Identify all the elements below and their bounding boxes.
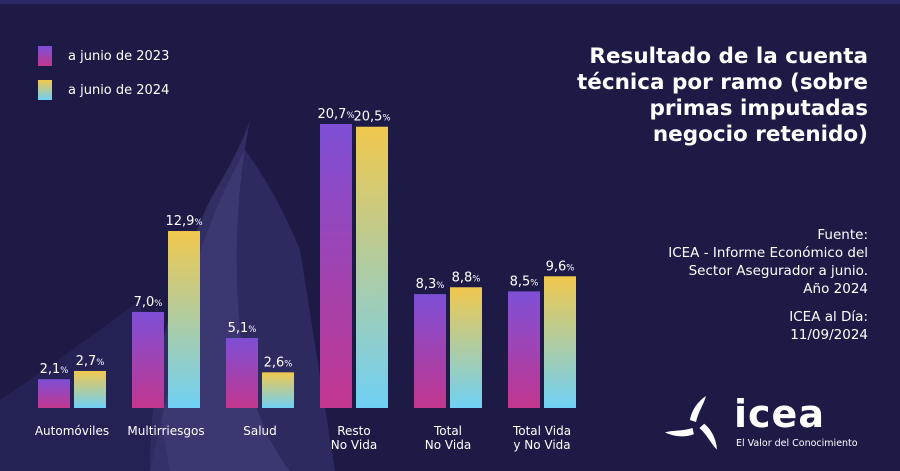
category-label: Automóviles: [35, 424, 109, 438]
bar-2024: [168, 231, 200, 408]
legend-item-2023: a junio de 2023: [38, 46, 169, 66]
category-label: Multirriesgos: [127, 424, 204, 438]
data-label: 20,5%: [353, 110, 390, 125]
bar-2023: [38, 379, 70, 408]
data-label: 20,7%: [317, 107, 354, 122]
legend-swatch-2023: [38, 46, 52, 66]
data-label: 2,7%: [76, 354, 105, 369]
bar-2023: [132, 311, 164, 408]
data-label: 8,5%: [510, 274, 539, 289]
legend-label-2023: a junio de 2023: [68, 48, 170, 64]
icea-day-date: 11/09/2024: [790, 327, 868, 343]
data-label: 5,1%: [228, 321, 257, 336]
bar-2024: [356, 126, 388, 408]
bar-2024: [74, 370, 106, 408]
icea-logo: icea El Valor del Conocimiento: [664, 392, 874, 458]
legend-label-2024: a junio de 2024: [68, 82, 170, 98]
data-label: 9,6%: [546, 259, 575, 274]
logo-wordmark: icea: [734, 392, 825, 436]
chart-title: Resultado de la cuenta técnica por ramo …: [576, 44, 868, 147]
legend-item-2024: a junio de 2024: [38, 80, 169, 100]
bar-2024: [450, 287, 482, 408]
source-line: ICEA - Informe Económico del: [668, 245, 868, 261]
source-block: Fuente: ICEA - Informe Económico del Sec…: [548, 226, 868, 344]
bar-2023: [226, 338, 258, 408]
category-label: Salud: [243, 424, 277, 438]
category-label: Total Vida y No Vida: [512, 424, 571, 452]
data-label: 2,6%: [264, 355, 293, 370]
data-label: 8,3%: [416, 277, 445, 292]
data-label: 12,9%: [165, 214, 202, 229]
legend-swatch-2024: [38, 80, 52, 100]
source-label: Fuente:: [817, 227, 868, 243]
category-label: Resto No Vida: [331, 424, 377, 452]
data-label: 7,0%: [134, 295, 163, 310]
icea-day-label: ICEA al Día:: [789, 309, 868, 325]
data-label: 8,8%: [452, 270, 481, 285]
bar-2024: [544, 276, 576, 408]
top-strip: [0, 0, 900, 4]
icea-day-block: ICEA al Día: 11/09/2024: [548, 308, 868, 344]
bar-2024: [262, 372, 294, 408]
category-label: Total No Vida: [425, 424, 471, 452]
bar-2023: [508, 291, 540, 408]
data-label: 2,1%: [40, 362, 69, 377]
logo-tagline: El Valor del Conocimiento: [736, 438, 858, 449]
source-line: Año 2024: [803, 281, 868, 297]
icea-triskelion-icon: [665, 396, 717, 450]
source-line: Sector Asegurador a junio.: [688, 263, 868, 279]
bar-2023: [414, 294, 446, 408]
bar-2023: [320, 124, 352, 408]
